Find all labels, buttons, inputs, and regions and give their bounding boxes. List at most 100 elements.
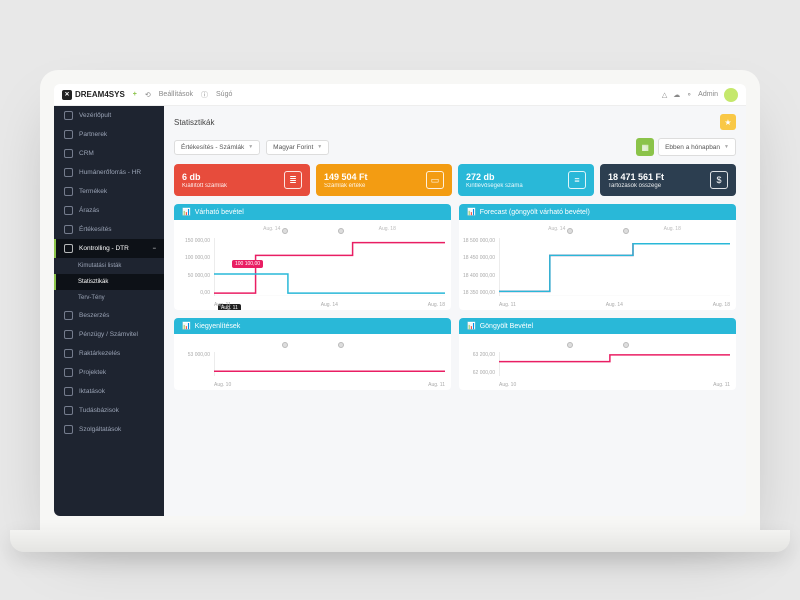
nav-icon xyxy=(64,168,73,177)
chart-panel: 📊Kiegyenlítések53 000,00Aug. 10Aug. 11 xyxy=(174,318,451,390)
pager-dot[interactable] xyxy=(623,342,629,348)
sidebar-item[interactable]: Kontrolling - DTR− xyxy=(54,239,164,258)
y-axis: 18 500 000,0018 450 000,0018 400 000,001… xyxy=(461,238,495,296)
card-value: 272 db xyxy=(466,172,523,182)
sidebar-item[interactable]: Iktatások xyxy=(54,382,164,401)
card-value: 18 471 561 Ft xyxy=(608,172,664,182)
share-icon[interactable]: △ xyxy=(662,91,667,99)
sidebar-item-label: CRM xyxy=(79,150,94,157)
stat-card[interactable]: 18 471 561 FtTartozások összege$ xyxy=(600,164,736,196)
favorite-button[interactable]: ★ xyxy=(720,114,736,130)
calendar-icon[interactable]: ▦ xyxy=(636,138,654,156)
period-value: Ebben a hónapban xyxy=(665,144,720,151)
sidebar-item-label: Vezérlőpult xyxy=(79,112,111,119)
sidebar-item-label: Tudásbázisok xyxy=(79,407,119,414)
nav-icon xyxy=(64,111,73,120)
add-icon[interactable]: + xyxy=(133,91,137,98)
chart-header: 📊Kiegyenlítések xyxy=(174,318,451,334)
sidebar-item-label: Árazás xyxy=(79,207,99,214)
nav-icon xyxy=(64,406,73,415)
filter-type-value: Értékesítés - Számlák xyxy=(181,144,244,151)
card-icon: ▭ xyxy=(426,171,444,189)
chart-panel: 📊Forecast (göngyölt várható bevétel)Aug.… xyxy=(459,204,736,310)
chart-panel: 📊Göngyölt Bevétel 63 200,0062 000,00 Aug. … xyxy=(459,318,736,390)
nav-icon xyxy=(64,187,73,196)
chart-title: Forecast (göngyölt várható bevétel) xyxy=(480,209,590,216)
sidebar-item[interactable]: CRM xyxy=(54,144,164,163)
stat-card[interactable]: 272 dbKintlévőségek száma≡ xyxy=(458,164,594,196)
sidebar-item-label: Projektek xyxy=(79,369,106,376)
chat-icon[interactable]: ☁ xyxy=(673,91,680,99)
y-axis: 53 000,00 xyxy=(176,352,210,376)
page-title: Statisztikák xyxy=(174,118,214,127)
help-icon[interactable]: ⓘ xyxy=(201,90,208,100)
chart-header: 📊Göngyölt Bevétel xyxy=(459,318,736,334)
sidebar-item[interactable]: Beszerzés xyxy=(54,306,164,325)
avatar[interactable] xyxy=(724,88,738,102)
pager-dot[interactable] xyxy=(282,342,288,348)
sidebar: Vezérlőpult Partnerek CRM Humánerőforrás - … xyxy=(54,106,164,516)
x-axis: Aug. 10Aug. 11 xyxy=(499,382,730,388)
sidebar-item[interactable]: Árazás xyxy=(54,201,164,220)
stat-cards: 6 dbKiállított számlák≣149 504 FtSzámlák… xyxy=(174,164,736,196)
y-axis: 63 200,0062 000,00 xyxy=(461,352,495,376)
stat-card[interactable]: 149 504 FtSzámlák értéke▭ xyxy=(316,164,452,196)
chart-grid: 📊Várható bevételAug. 14Aug. 18150 000,00… xyxy=(174,204,736,390)
sidebar-item[interactable]: Tudásbázisok xyxy=(54,401,164,420)
nav-icon xyxy=(64,225,73,234)
sidebar-item-label: Szolgáltatások xyxy=(79,426,121,433)
topbar: ✕ DREAM4SYS + ⟲ Beállítások ⓘ Súgó △ ☁ ⚬… xyxy=(54,84,746,106)
sidebar-item[interactable]: Pénzügy / Számvitel xyxy=(54,325,164,344)
sidebar-item[interactable]: Termékek xyxy=(54,182,164,201)
sidebar-item[interactable]: Humánerőforrás - HR xyxy=(54,163,164,182)
nav-icon xyxy=(64,387,73,396)
card-icon: $ xyxy=(710,171,728,189)
filter-currency-value: Magyar Forint xyxy=(273,144,313,151)
sidebar-item[interactable]: Partnerek xyxy=(54,125,164,144)
help-link[interactable]: Súgó xyxy=(216,91,232,98)
chart-plot xyxy=(499,352,730,376)
user-label[interactable]: Admin xyxy=(698,91,718,98)
sidebar-item-label: Raktárkezelés xyxy=(79,350,120,357)
nav-icon xyxy=(64,149,73,158)
chart-body: 53 000,00Aug. 10Aug. 11 xyxy=(174,334,451,390)
pager-dot[interactable] xyxy=(338,342,344,348)
chart-header: 📊 Forecast (göngyölt várható bevétel) xyxy=(459,204,736,220)
filter-type-select[interactable]: Értékesítés - Számlák ▼ xyxy=(174,140,260,155)
chart-title: Kiegyenlítések xyxy=(195,323,241,330)
sidebar-subitem[interactable]: Kimutatási listák xyxy=(54,258,164,274)
nav-icon xyxy=(64,244,73,253)
sidebar-subitem-label: Statisztikák xyxy=(78,279,108,285)
refresh-icon[interactable]: ⟲ xyxy=(145,91,151,99)
sidebar-subitem-label: Terv-Tény xyxy=(78,295,105,301)
nav-icon xyxy=(64,206,73,215)
card-label: Kiállított számlák xyxy=(182,183,227,189)
nav-icon xyxy=(64,425,73,434)
chevron-down-icon: ▼ xyxy=(724,144,729,150)
sidebar-subitem[interactable]: Statisztikák xyxy=(54,274,164,290)
brand-logo[interactable]: ✕ DREAM4SYS xyxy=(62,90,125,100)
period-selector: ▦ Ebben a hónapban ▼ xyxy=(636,138,736,156)
stat-card[interactable]: 6 dbKiállított számlák≣ xyxy=(174,164,310,196)
globe-icon[interactable]: ⚬ xyxy=(686,91,692,99)
screen: ✕ DREAM4SYS + ⟲ Beállítások ⓘ Súgó △ ☁ ⚬… xyxy=(54,84,746,516)
sidebar-item[interactable]: Értékesítés xyxy=(54,220,164,239)
card-icon: ≡ xyxy=(568,171,586,189)
card-label: Számlák értéke xyxy=(324,183,368,189)
period-select[interactable]: Ebben a hónapban ▼ xyxy=(658,138,736,156)
sidebar-item[interactable]: Szolgáltatások xyxy=(54,420,164,439)
sidebar-subitem[interactable]: Terv-Tény xyxy=(54,290,164,306)
sidebar-item[interactable]: Raktárkezelés xyxy=(54,344,164,363)
chart-body: Aug. 14Aug. 18150 000,00100 000,0050 000… xyxy=(174,220,451,310)
settings-link[interactable]: Beállítások xyxy=(159,91,193,98)
chart-title: Göngyölt Bevétel xyxy=(480,323,533,330)
sidebar-item[interactable]: Vezérlőpult xyxy=(54,106,164,125)
x-axis: Aug. 11Aug. 14Aug. 18 xyxy=(214,302,445,308)
pager-dot[interactable] xyxy=(567,342,573,348)
data-tooltip: 100 100,00 xyxy=(232,260,263,268)
chart-icon: 📊 xyxy=(467,208,476,216)
chart-plot xyxy=(214,352,445,376)
filter-currency-select[interactable]: Magyar Forint ▼ xyxy=(266,140,329,155)
sidebar-item[interactable]: Projektek xyxy=(54,363,164,382)
sidebar-item-label: Partnerek xyxy=(79,131,107,138)
